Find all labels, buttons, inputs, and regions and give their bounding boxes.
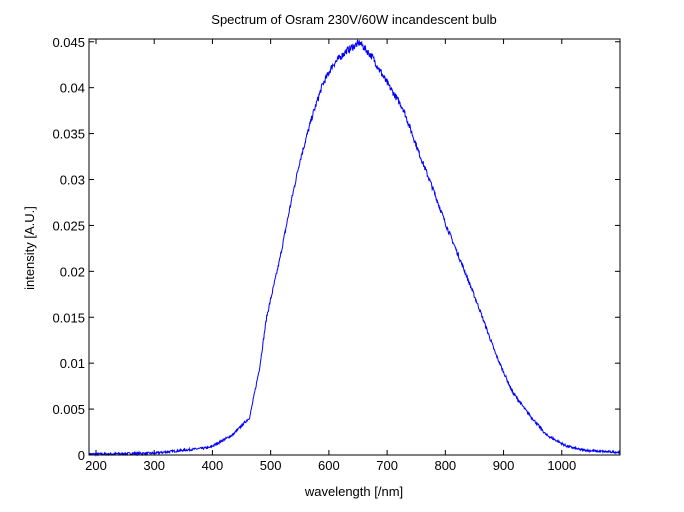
x-tick-label: 1000 — [547, 458, 576, 473]
axes-box — [88, 38, 621, 456]
y-tick-label: 0.02 — [60, 264, 85, 279]
y-tick-label: 0.01 — [60, 356, 85, 371]
series-line-spectrum — [88, 38, 621, 457]
x-axis-label: wavelength [/nm] — [304, 484, 403, 499]
x-tick-label: 600 — [318, 458, 340, 473]
y-tick-label: 0.045 — [52, 35, 85, 50]
plot-area — [89, 39, 620, 455]
x-tick-label: 400 — [202, 458, 224, 473]
y-tick-label: 0.035 — [52, 127, 85, 142]
y-tick-label: 0 — [78, 448, 85, 463]
x-tick-label: 300 — [143, 458, 165, 473]
chart-title: Spectrum of Osram 230V/60W incandescent … — [211, 12, 496, 27]
y-tick-label: 0.03 — [60, 173, 85, 188]
y-tick-label: 0.025 — [52, 218, 85, 233]
y-tick-label: 0.015 — [52, 310, 85, 325]
y-tick-label: 0.005 — [52, 402, 85, 417]
x-tick-label: 800 — [434, 458, 456, 473]
x-tick-label: 900 — [493, 458, 515, 473]
x-tick-label: 500 — [260, 458, 282, 473]
x-tick-label: 700 — [376, 458, 398, 473]
x-tick-label: 200 — [85, 458, 107, 473]
y-axis-label: intensity [A.U.] — [22, 206, 37, 290]
y-tick-label: 0.04 — [60, 81, 85, 96]
